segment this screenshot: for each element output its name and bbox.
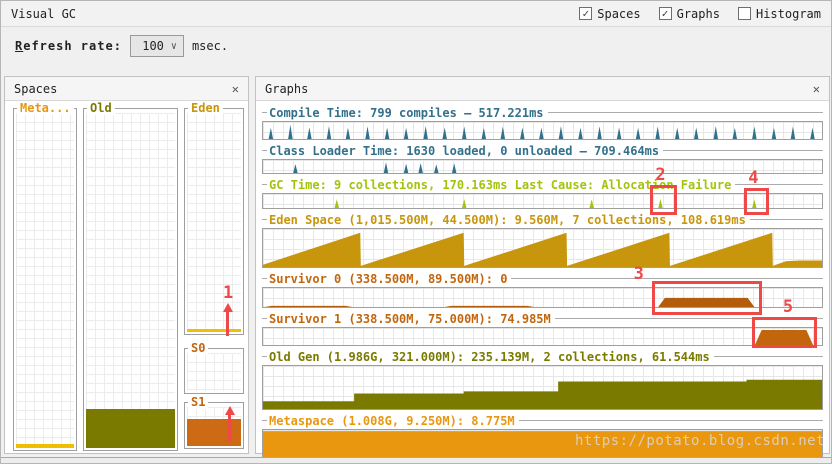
close-icon[interactable]: ✕ [231,81,239,96]
close-icon[interactable]: ✕ [812,81,820,96]
checkbox-unchecked-icon[interactable] [737,7,751,20]
refresh-rate-label: Refresh rate: [15,39,122,53]
old-column-label: Old [87,101,115,115]
survivor0-label: Survivor 0 (338.500M, 89.500M): 0 [269,271,508,286]
class-loader-strip [262,159,823,174]
graphs-panel-body: Compile Time: 799 compiles — 517.221ms C… [256,101,829,460]
old-gen-label: Old Gen (1.986G, 321.000M): 235.139M, 2 … [269,349,710,364]
metaspace-column-label: Meta... [17,101,74,115]
annotation-number-1: 1 [223,283,234,303]
refresh-rate-row: Refresh rate: 100 ∨ msec. [15,35,228,57]
graphs-panel-title: Graphs [265,81,309,96]
annotation-box-3 [652,281,762,315]
survivor1-box-fill [187,418,241,446]
survivor0-box-label: S0 [188,341,209,355]
survivor1-box-label: S1 [188,395,209,409]
spaces-panel-header: Spaces ✕ [5,77,248,101]
watermark: https://potato.blog.csdn.net [574,433,825,449]
eden-space-label: Eden Space (1,015.500M, 44.500M): 9.560M… [269,212,746,227]
old-gen-strip [262,365,823,410]
histogram-checkbox-label: Histogram [755,6,821,21]
class-loader-label: Class Loader Time: 1630 loaded, 0 unload… [269,143,660,158]
checkbox-checked-icon[interactable]: ✓ [579,7,593,20]
compile-time-strip [262,121,823,140]
old-column-fill [86,409,175,448]
survivor0-box: S0 [184,341,244,394]
graphs-checkbox[interactable]: ✓ Graphs [658,6,720,21]
gc-time-strip: 2 4 [262,167,823,215]
window-bottom-edge [1,457,831,463]
survivor0-box-grid [187,353,241,391]
annotation-arrow-1 [222,303,233,336]
metaspace-column: Meta... [13,101,77,451]
window-titlebar: Visual GC ✓ Spaces ✓ Graphs Histogram [1,1,831,27]
refresh-rate-value: 100 [142,39,164,53]
metaspace-strip [262,429,823,460]
spaces-panel-body: Meta... Old Eden 1 S0 S1 [5,101,248,453]
graphs-checkbox-label: Graphs [676,6,720,21]
checkbox-checked-icon[interactable]: ✓ [658,7,672,20]
graphs-panel: Graphs ✕ Compile Time: 799 compiles — 51… [255,76,830,460]
eden-space-strip [262,228,823,268]
gc-time-label: GC Time: 9 collections, 170.163ms Last C… [269,177,732,192]
annotation-box-5 [752,317,817,348]
annotation-box-2 [650,185,678,215]
annotation-arrow-s1 [224,406,235,441]
graph-row-metaspace: Metaspace (1.008G, 9.250M): 8.775M [262,414,823,460]
annotation-number-3: 3 [633,264,644,284]
spaces-checkbox[interactable]: ✓ Spaces [579,6,641,21]
annotation-number-5: 5 [782,297,794,317]
graph-row-eden-space: Eden Space (1,015.500M, 44.500M): 9.560M… [262,213,823,268]
histogram-checkbox[interactable]: Histogram [737,6,821,21]
graph-row-compile-time: Compile Time: 799 compiles — 517.221ms [262,106,823,140]
chevron-down-icon: ∨ [170,40,177,52]
refresh-rate-select[interactable]: 100 ∨ [129,35,184,57]
graph-row-survivor1: Survivor 1 (338.500M, 75.000M): 74.985M … [262,299,823,348]
graphs-panel-header: Graphs ✕ [256,77,829,101]
metaspace-label: Metaspace (1.008G, 9.250M): 8.775M [269,413,515,428]
metaspace-column-fill [16,443,74,448]
old-column: Old [83,101,178,451]
annotation-box-4 [743,188,769,215]
spaces-panel: Spaces ✕ Meta... Old Eden 1 S0 [4,76,249,454]
annotation-number-2: 2 [655,165,666,185]
spaces-panel-title: Spaces [14,81,58,96]
eden-column-label: Eden [188,101,223,115]
spaces-checkbox-label: Spaces [597,6,641,21]
compile-time-label: Compile Time: 799 compiles — 517.221ms [269,105,544,120]
eden-column-grid [187,113,241,332]
refresh-rate-unit: msec. [191,39,229,53]
view-toggles: ✓ Spaces ✓ Graphs Histogram [579,7,821,21]
survivor1-strip: 5 [262,299,823,348]
eden-column: Eden 1 [184,101,244,336]
old-column-grid [86,113,175,448]
graph-row-gc-time: GC Time: 9 collections, 170.163ms Last C… [262,167,823,215]
survivor1-label: Survivor 1 (338.500M, 75.000M): 74.985M [269,311,551,326]
graph-row-survivor0: Survivor 0 (338.500M, 89.500M): 0 3 [262,266,823,315]
survivor1-box: S1 [184,395,244,449]
survivor0-strip: 3 [262,266,823,315]
graph-row-class-loader: Class Loader Time: 1630 loaded, 0 unload… [262,144,823,174]
metaspace-column-grid [16,113,74,448]
graph-row-old-gen: Old Gen (1.986G, 321.000M): 235.139M, 2 … [262,350,823,410]
eden-column-fill [187,328,241,332]
annotation-number-4: 4 [748,168,759,188]
window-title: Visual GC [11,6,77,21]
